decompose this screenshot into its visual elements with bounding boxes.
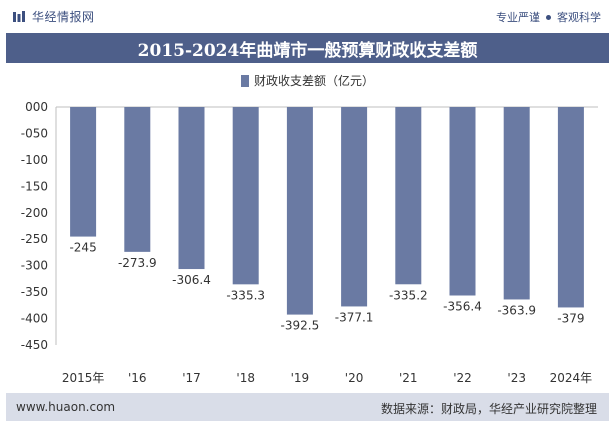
x-tick-label: '18 <box>236 371 255 385</box>
brand-name: 华经情报网 <box>32 10 95 24</box>
footer: www.huaon.com 数据来源：财政局，华经产业研究院整理 <box>6 393 609 421</box>
tagline-right: 客观科学 <box>557 11 601 24</box>
tagline: 专业严谨 客观科学 <box>496 9 601 25</box>
data-label: -273.9 <box>118 256 157 270</box>
footer-source: 数据来源：财政局，华经产业研究院整理 <box>380 402 597 416</box>
bar <box>232 107 259 285</box>
bar <box>557 107 584 308</box>
huajing-logo-icon <box>13 10 25 22</box>
y-tick-label: -350 <box>21 285 48 299</box>
data-label: -379 <box>557 311 584 325</box>
y-tick-label: -150 <box>21 179 48 193</box>
y-tick-label: -300 <box>21 259 48 273</box>
bar <box>286 107 313 315</box>
tagline-left: 专业严谨 <box>496 11 540 24</box>
x-tick-label: '17 <box>182 371 201 385</box>
x-tick-label: '19 <box>291 371 310 385</box>
data-label: -392.5 <box>281 319 320 333</box>
x-tick-label: '23 <box>507 371 526 385</box>
x-tick-label: '21 <box>399 371 418 385</box>
data-label: -306.4 <box>172 273 211 287</box>
x-tick-label: '16 <box>128 371 147 385</box>
y-tick-label: 000 <box>25 100 48 114</box>
data-label: -363.9 <box>497 303 536 317</box>
chart-title: 2015-2024年曲靖市一般预算财政收支差额 <box>137 40 478 61</box>
data-label: -335.3 <box>226 288 265 302</box>
bar <box>341 107 368 307</box>
legend-swatch <box>240 74 249 87</box>
bar <box>449 107 476 296</box>
y-tick-label: -450 <box>21 338 48 352</box>
y-tick-label: -100 <box>21 153 48 167</box>
data-label: -377.1 <box>335 310 374 324</box>
x-tick-label: '22 <box>453 371 472 385</box>
data-label: -245 <box>69 241 96 255</box>
footer-website[interactable]: www.huaon.com <box>16 400 116 414</box>
bar <box>503 107 530 300</box>
dot-separator-icon <box>546 14 551 20</box>
x-tick-label: 2015年 <box>62 371 105 385</box>
bar <box>124 107 151 252</box>
data-label: -356.4 <box>443 299 482 313</box>
x-tick-label: 2024年 <box>550 371 593 385</box>
chart-title-bar: 2015-2024年曲靖市一般预算财政收支差额 <box>6 33 609 63</box>
top-bar: 华经情报网 专业严谨 客观科学 <box>0 0 615 32</box>
legend: 财政收支差额（亿元） <box>0 72 615 89</box>
bar <box>178 107 205 270</box>
y-tick-label: -200 <box>21 206 48 220</box>
legend-label: 财政收支差额（亿元） <box>253 74 374 88</box>
x-tick-label: '20 <box>345 371 364 385</box>
data-label: -335.2 <box>389 288 428 302</box>
bar <box>70 107 97 237</box>
y-tick-label: -050 <box>21 126 48 140</box>
y-tick-label: -400 <box>21 312 48 326</box>
brand: 华经情报网 <box>12 8 95 25</box>
y-tick-label: -250 <box>21 232 48 246</box>
bar <box>395 107 422 285</box>
